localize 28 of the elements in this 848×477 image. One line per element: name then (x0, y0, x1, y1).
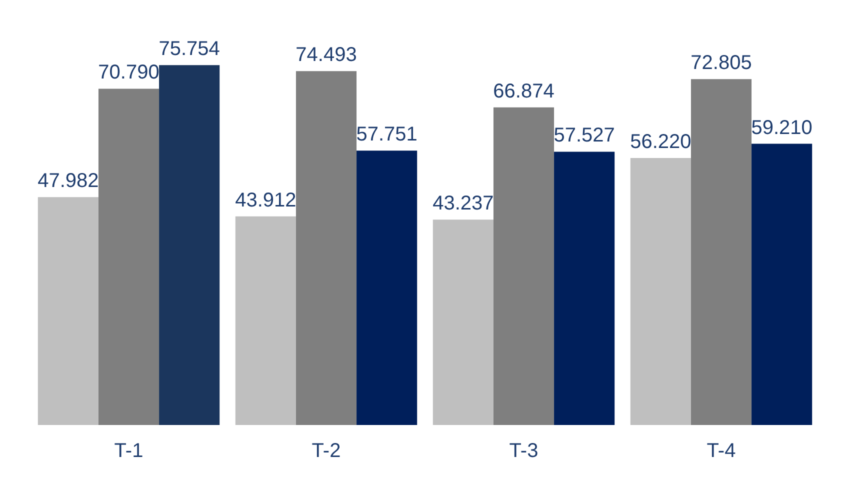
x-tick-label: T-2 (312, 440, 341, 462)
bar (432, 220, 494, 425)
data-label: 57.527 (554, 124, 615, 147)
x-tick-label: T-1 (114, 440, 144, 462)
bar (356, 150, 418, 425)
x-tick-label: T-3 (509, 440, 538, 462)
data-label: 43.237 (432, 192, 494, 215)
bar (752, 144, 812, 425)
bar (38, 197, 98, 425)
data-label: 70.790 (98, 62, 160, 84)
bar (159, 65, 220, 425)
bar (493, 107, 554, 425)
bar (554, 152, 615, 425)
data-label: 56.220 (630, 130, 692, 153)
data-label: 74.493 (296, 44, 357, 66)
bar (235, 216, 296, 425)
x-tick-label: T-4 (706, 440, 736, 462)
data-label: 59.210 (751, 116, 812, 139)
data-label: 43.912 (235, 189, 296, 212)
bar (98, 88, 160, 425)
data-label: 57.751 (356, 124, 418, 146)
bar (296, 71, 357, 425)
data-label: 66.874 (493, 80, 554, 102)
data-label: 75.754 (158, 38, 220, 60)
bar (690, 79, 752, 425)
data-label: 47.982 (38, 170, 99, 192)
data-label: 72.805 (690, 52, 752, 74)
bar (630, 158, 691, 425)
